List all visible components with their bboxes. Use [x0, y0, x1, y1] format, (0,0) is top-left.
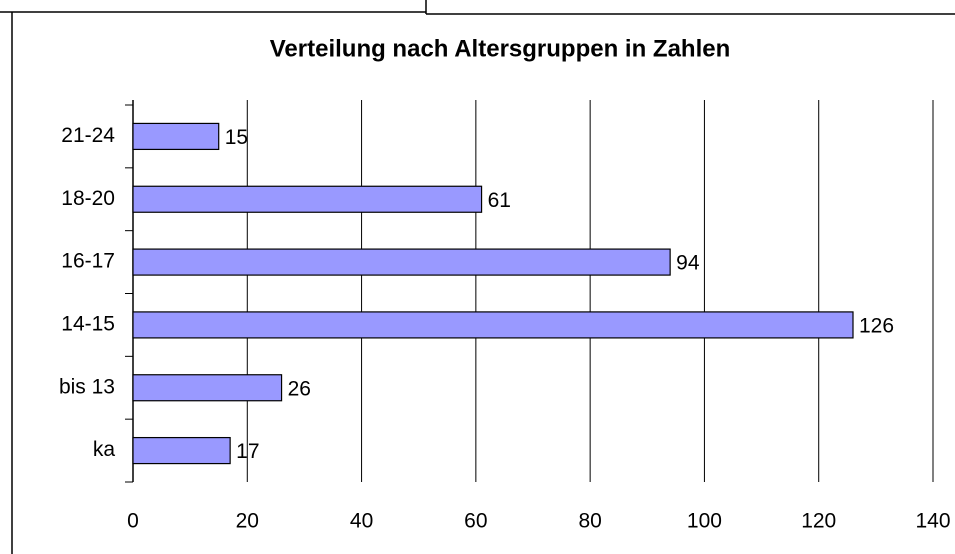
x-tick-label: 40	[350, 510, 373, 533]
x-tick-label: 0	[127, 510, 139, 533]
y-tick-label: 21-24	[61, 124, 115, 147]
data-label: 26	[288, 377, 311, 400]
bar	[132, 311, 854, 339]
data-label: 15	[225, 126, 248, 149]
data-label: 17	[236, 440, 259, 463]
y-tick-label: 14-15	[61, 312, 115, 335]
data-label: 61	[488, 189, 511, 212]
data-label: 126	[859, 314, 894, 337]
chart-title: Verteilung nach Altersgruppen in Zahlen	[270, 35, 731, 62]
x-tick-label: 60	[464, 510, 487, 533]
bar	[132, 122, 220, 151]
x-tick-label: 80	[578, 510, 601, 533]
bar	[132, 436, 231, 465]
y-tick-label: 16-17	[61, 250, 115, 273]
bar	[132, 374, 283, 402]
x-tick-label: 140	[915, 510, 950, 533]
y-tick-label: ka	[93, 438, 116, 461]
bar	[132, 248, 671, 276]
data-label: 94	[676, 252, 700, 275]
x-tick-label: 100	[687, 510, 722, 533]
y-tick-label: bis 13	[59, 375, 115, 398]
bar	[132, 185, 483, 213]
x-tick-label: 120	[801, 510, 836, 533]
x-tick-label: 20	[236, 510, 259, 533]
y-tick-label: 18-20	[61, 187, 115, 210]
